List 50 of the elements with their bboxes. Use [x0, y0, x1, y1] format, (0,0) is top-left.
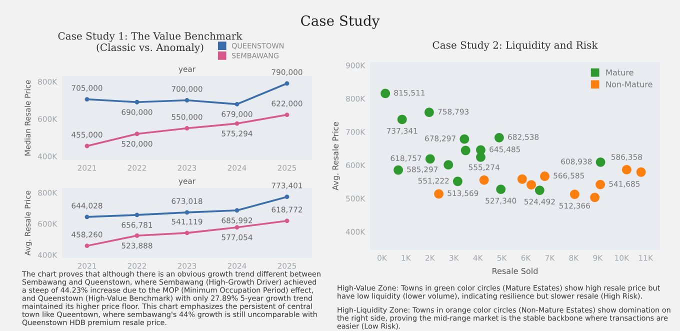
point	[460, 146, 470, 156]
legend-label: Non-Mature	[606, 81, 652, 88]
point	[596, 157, 606, 167]
point	[234, 121, 240, 126]
point	[460, 134, 470, 144]
point	[184, 126, 190, 130]
point	[444, 160, 454, 170]
point	[425, 154, 435, 164]
point	[134, 132, 140, 136]
point	[534, 186, 544, 195]
chart-title: Case Study 2: Liquidity and Risk	[432, 41, 598, 51]
point	[397, 114, 407, 124]
point	[380, 88, 390, 98]
point	[284, 112, 290, 118]
y-axis-title: Avg. Resale Price	[332, 122, 340, 190]
point	[234, 102, 240, 106]
point	[184, 210, 190, 215]
point	[234, 208, 240, 213]
legend-label: Mature	[606, 70, 634, 76]
point	[540, 172, 550, 181]
point	[476, 152, 486, 162]
point	[134, 233, 140, 238]
point	[134, 212, 140, 218]
point	[494, 132, 504, 142]
point	[596, 180, 606, 190]
point	[570, 190, 580, 200]
point	[284, 81, 290, 86]
point	[184, 230, 190, 236]
point	[517, 174, 527, 184]
point	[284, 194, 290, 200]
point	[184, 98, 190, 102]
point	[590, 192, 600, 202]
point	[234, 225, 240, 230]
point	[636, 167, 646, 177]
point	[84, 244, 90, 248]
point	[424, 108, 434, 118]
text: Case Study	[301, 15, 380, 29]
point	[434, 189, 444, 199]
point	[479, 175, 489, 185]
point	[394, 165, 403, 175]
x-axis-title: Resale Sold	[492, 268, 538, 274]
point	[622, 164, 632, 174]
point	[453, 176, 462, 186]
point	[84, 97, 90, 102]
point	[526, 180, 536, 190]
point	[84, 214, 90, 220]
point	[496, 184, 506, 194]
point	[134, 100, 140, 104]
point	[84, 144, 90, 148]
point	[284, 218, 290, 224]
